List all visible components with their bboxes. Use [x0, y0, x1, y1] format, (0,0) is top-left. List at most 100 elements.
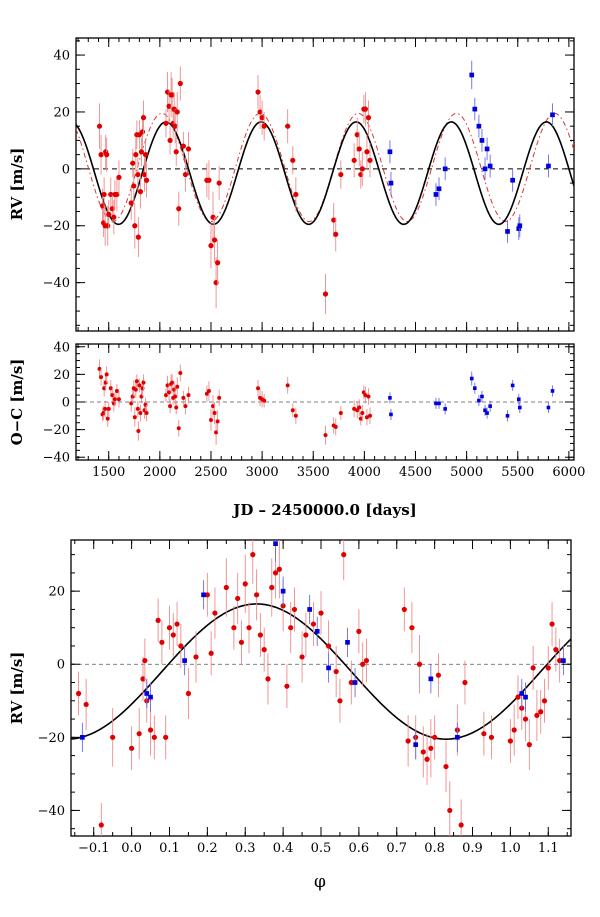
- data-point: [333, 231, 339, 237]
- data-point: [137, 383, 142, 388]
- x-tick-label: 3500: [297, 465, 330, 480]
- data-point: [477, 398, 481, 403]
- data-point: [288, 625, 294, 631]
- data-point: [106, 211, 112, 217]
- data-point: [285, 123, 291, 129]
- data-point: [333, 424, 338, 429]
- data-point: [428, 745, 434, 751]
- data-point: [163, 120, 169, 126]
- data-point: [259, 115, 265, 121]
- data-point: [212, 411, 217, 416]
- data-point: [96, 123, 103, 129]
- data-point: [132, 223, 138, 229]
- data-point: [116, 174, 122, 180]
- data-point: [420, 749, 426, 755]
- data-point: [98, 822, 104, 828]
- data-point: [193, 654, 199, 660]
- data-point: [447, 807, 453, 814]
- data-point: [238, 639, 245, 645]
- data-point: [530, 665, 536, 671]
- data-point: [523, 694, 528, 700]
- data-point: [182, 171, 189, 178]
- data-point: [413, 742, 419, 747]
- data-point: [139, 129, 146, 135]
- data-point: [517, 223, 523, 229]
- data-point: [112, 397, 117, 402]
- residuals-x-axis-label: JD – 2450000.0 [days]: [231, 501, 417, 519]
- data-point: [257, 632, 263, 638]
- data-point: [105, 416, 110, 421]
- data-point: [416, 661, 423, 667]
- residuals-panel: O−C [m/s] JD – 2450000.0 [days] 1500 2000…: [8, 340, 585, 519]
- data-point: [354, 132, 360, 138]
- data-point: [291, 606, 298, 613]
- data-point: [436, 186, 442, 192]
- data-point: [443, 763, 449, 770]
- data-point: [458, 822, 464, 828]
- data-point: [166, 625, 173, 631]
- data-point: [211, 404, 216, 409]
- data-point: [129, 401, 134, 406]
- data-point: [129, 745, 135, 751]
- data-point: [293, 191, 299, 198]
- data-point: [356, 146, 362, 152]
- data-point: [168, 404, 173, 409]
- y-tick-label: 40: [53, 49, 70, 64]
- data-point: [269, 584, 275, 591]
- data-point: [140, 676, 146, 682]
- data-point: [159, 639, 165, 645]
- data-point: [204, 592, 210, 598]
- x-tick-label: 2500: [194, 465, 227, 480]
- data-point: [428, 676, 434, 682]
- data-point: [516, 397, 521, 402]
- data-point: [148, 694, 153, 700]
- data-point: [105, 223, 111, 229]
- data-point: [223, 584, 229, 591]
- x-tick-label: 6000: [552, 465, 585, 480]
- data-point: [326, 665, 331, 671]
- x-tick-label: 4500: [399, 465, 432, 480]
- data-point: [104, 372, 109, 377]
- data-point: [333, 668, 339, 675]
- data-point: [255, 89, 261, 95]
- data-point: [132, 415, 137, 420]
- data-point: [110, 734, 116, 740]
- x-tick-label: 0.1: [159, 841, 180, 856]
- data-point: [280, 603, 286, 609]
- data-point: [231, 625, 237, 631]
- data-point: [299, 654, 305, 660]
- data-point: [443, 407, 447, 411]
- data-point: [165, 383, 170, 388]
- x-tick-label: 0.0: [121, 841, 142, 856]
- data-point: [133, 152, 139, 158]
- data-point: [141, 171, 148, 178]
- data-point: [433, 192, 439, 197]
- data-point: [208, 650, 214, 656]
- y-tick-label: 40: [53, 340, 70, 355]
- rv-time-panel: RV [m/s] −40 −20 0 20 40: [8, 37, 575, 332]
- data-point: [546, 163, 551, 169]
- x-tick-label: 1500: [92, 465, 125, 480]
- data-point: [364, 415, 369, 420]
- data-point: [360, 661, 366, 667]
- data-point: [169, 92, 175, 98]
- phase-folded-panel: RV [m/s] φ −0.1 0.0 0.1 0.2 0.3 0.4 0.5 0.6 0.7 0…: [8, 539, 572, 892]
- data-point: [99, 375, 104, 380]
- data-point: [473, 386, 477, 390]
- rv-time-plot-area: [76, 60, 574, 314]
- data-point: [469, 376, 474, 381]
- residuals-plot-area: [76, 359, 574, 445]
- data-point: [424, 756, 430, 762]
- data-point: [310, 621, 317, 627]
- data-point: [437, 401, 441, 406]
- data-point: [357, 405, 362, 410]
- data-point: [170, 380, 175, 385]
- data-point: [175, 384, 180, 389]
- data-point: [318, 610, 324, 616]
- data-point: [488, 734, 495, 740]
- data-point: [351, 157, 357, 163]
- rv-time-plot-frame: [75, 37, 575, 332]
- x-tick-label: 1.1: [538, 841, 559, 856]
- data-point: [363, 393, 368, 398]
- phase-folded-series-blue: [80, 540, 566, 760]
